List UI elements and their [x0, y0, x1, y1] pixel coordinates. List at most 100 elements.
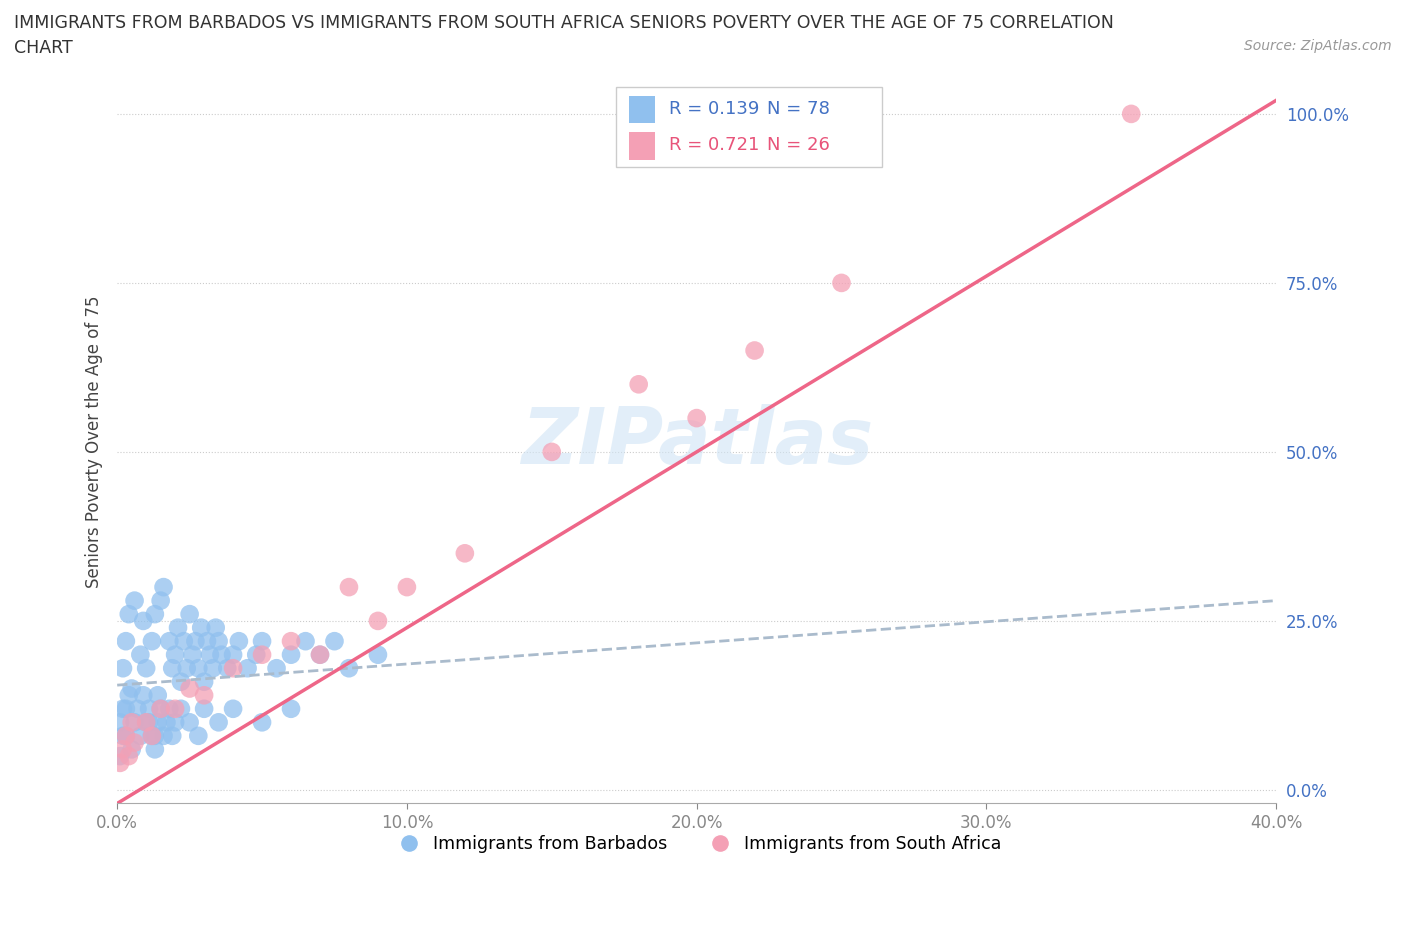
- Point: [146, 688, 169, 703]
- Point: [1121, 106, 1143, 121]
- Point: [149, 701, 172, 716]
- Point: [211, 647, 233, 662]
- Point: [222, 661, 245, 676]
- Point: [627, 377, 650, 392]
- Point: [245, 647, 267, 662]
- Point: [454, 546, 477, 561]
- Point: [108, 755, 131, 770]
- Point: [127, 701, 149, 716]
- Point: [132, 688, 155, 703]
- Point: [266, 661, 288, 676]
- Point: [685, 411, 707, 426]
- Point: [744, 343, 766, 358]
- Point: [195, 633, 218, 648]
- Point: [152, 728, 174, 743]
- Point: [111, 728, 134, 743]
- Point: [129, 728, 152, 743]
- Point: [187, 661, 209, 676]
- Bar: [630, 132, 655, 160]
- Point: [111, 701, 134, 716]
- Point: [280, 633, 302, 648]
- Point: [193, 674, 215, 689]
- Point: [250, 633, 273, 648]
- Point: [222, 647, 245, 662]
- Point: [170, 674, 193, 689]
- Text: N = 26: N = 26: [768, 137, 830, 154]
- Point: [135, 715, 157, 730]
- Point: [132, 614, 155, 629]
- Point: [204, 620, 226, 635]
- Point: [193, 688, 215, 703]
- Point: [367, 614, 389, 629]
- Point: [118, 606, 141, 621]
- Point: [198, 647, 221, 662]
- Point: [540, 445, 562, 459]
- Point: [165, 701, 187, 716]
- Point: [217, 661, 239, 676]
- Point: [115, 633, 138, 648]
- Point: [157, 701, 180, 716]
- Point: [121, 742, 143, 757]
- Point: [149, 593, 172, 608]
- FancyBboxPatch shape: [616, 87, 882, 166]
- Point: [367, 647, 389, 662]
- Point: [124, 593, 146, 608]
- Point: [118, 749, 141, 764]
- Point: [162, 728, 184, 743]
- Legend: Immigrants from Barbados, Immigrants from South Africa: Immigrants from Barbados, Immigrants fro…: [385, 828, 1008, 860]
- Point: [309, 647, 332, 662]
- Point: [173, 633, 195, 648]
- Point: [181, 647, 204, 662]
- Point: [141, 633, 163, 648]
- Point: [337, 579, 360, 594]
- Point: [187, 728, 209, 743]
- Point: [294, 633, 316, 648]
- Point: [337, 661, 360, 676]
- Point: [135, 715, 157, 730]
- Point: [162, 661, 184, 676]
- Point: [146, 715, 169, 730]
- Point: [184, 633, 207, 648]
- Point: [111, 742, 134, 757]
- Point: [250, 715, 273, 730]
- Y-axis label: Seniors Poverty Over the Age of 75: Seniors Poverty Over the Age of 75: [86, 296, 103, 588]
- Point: [165, 647, 187, 662]
- Point: [170, 701, 193, 716]
- Text: IMMIGRANTS FROM BARBADOS VS IMMIGRANTS FROM SOUTH AFRICA SENIORS POVERTY OVER TH: IMMIGRANTS FROM BARBADOS VS IMMIGRANTS F…: [14, 14, 1114, 32]
- Point: [179, 606, 201, 621]
- Point: [152, 579, 174, 594]
- Point: [207, 715, 229, 730]
- Point: [280, 647, 302, 662]
- Text: R = 0.139: R = 0.139: [669, 100, 759, 118]
- Point: [167, 620, 190, 635]
- Point: [309, 647, 332, 662]
- Point: [207, 633, 229, 648]
- Point: [236, 661, 259, 676]
- Point: [395, 579, 418, 594]
- Point: [280, 701, 302, 716]
- Point: [135, 661, 157, 676]
- Point: [831, 275, 853, 290]
- Point: [179, 681, 201, 696]
- Point: [179, 715, 201, 730]
- Point: [115, 701, 138, 716]
- Text: ZIPatlas: ZIPatlas: [520, 404, 873, 480]
- Point: [141, 728, 163, 743]
- Point: [222, 701, 245, 716]
- Point: [118, 688, 141, 703]
- Point: [141, 728, 163, 743]
- Point: [193, 701, 215, 716]
- Point: [201, 661, 224, 676]
- Point: [138, 715, 160, 730]
- Point: [129, 647, 152, 662]
- Point: [143, 606, 166, 621]
- Point: [143, 742, 166, 757]
- Point: [143, 728, 166, 743]
- Point: [115, 728, 138, 743]
- Point: [323, 633, 346, 648]
- Text: CHART: CHART: [14, 39, 73, 57]
- Point: [250, 647, 273, 662]
- Point: [108, 749, 131, 764]
- Point: [124, 735, 146, 750]
- Point: [138, 701, 160, 716]
